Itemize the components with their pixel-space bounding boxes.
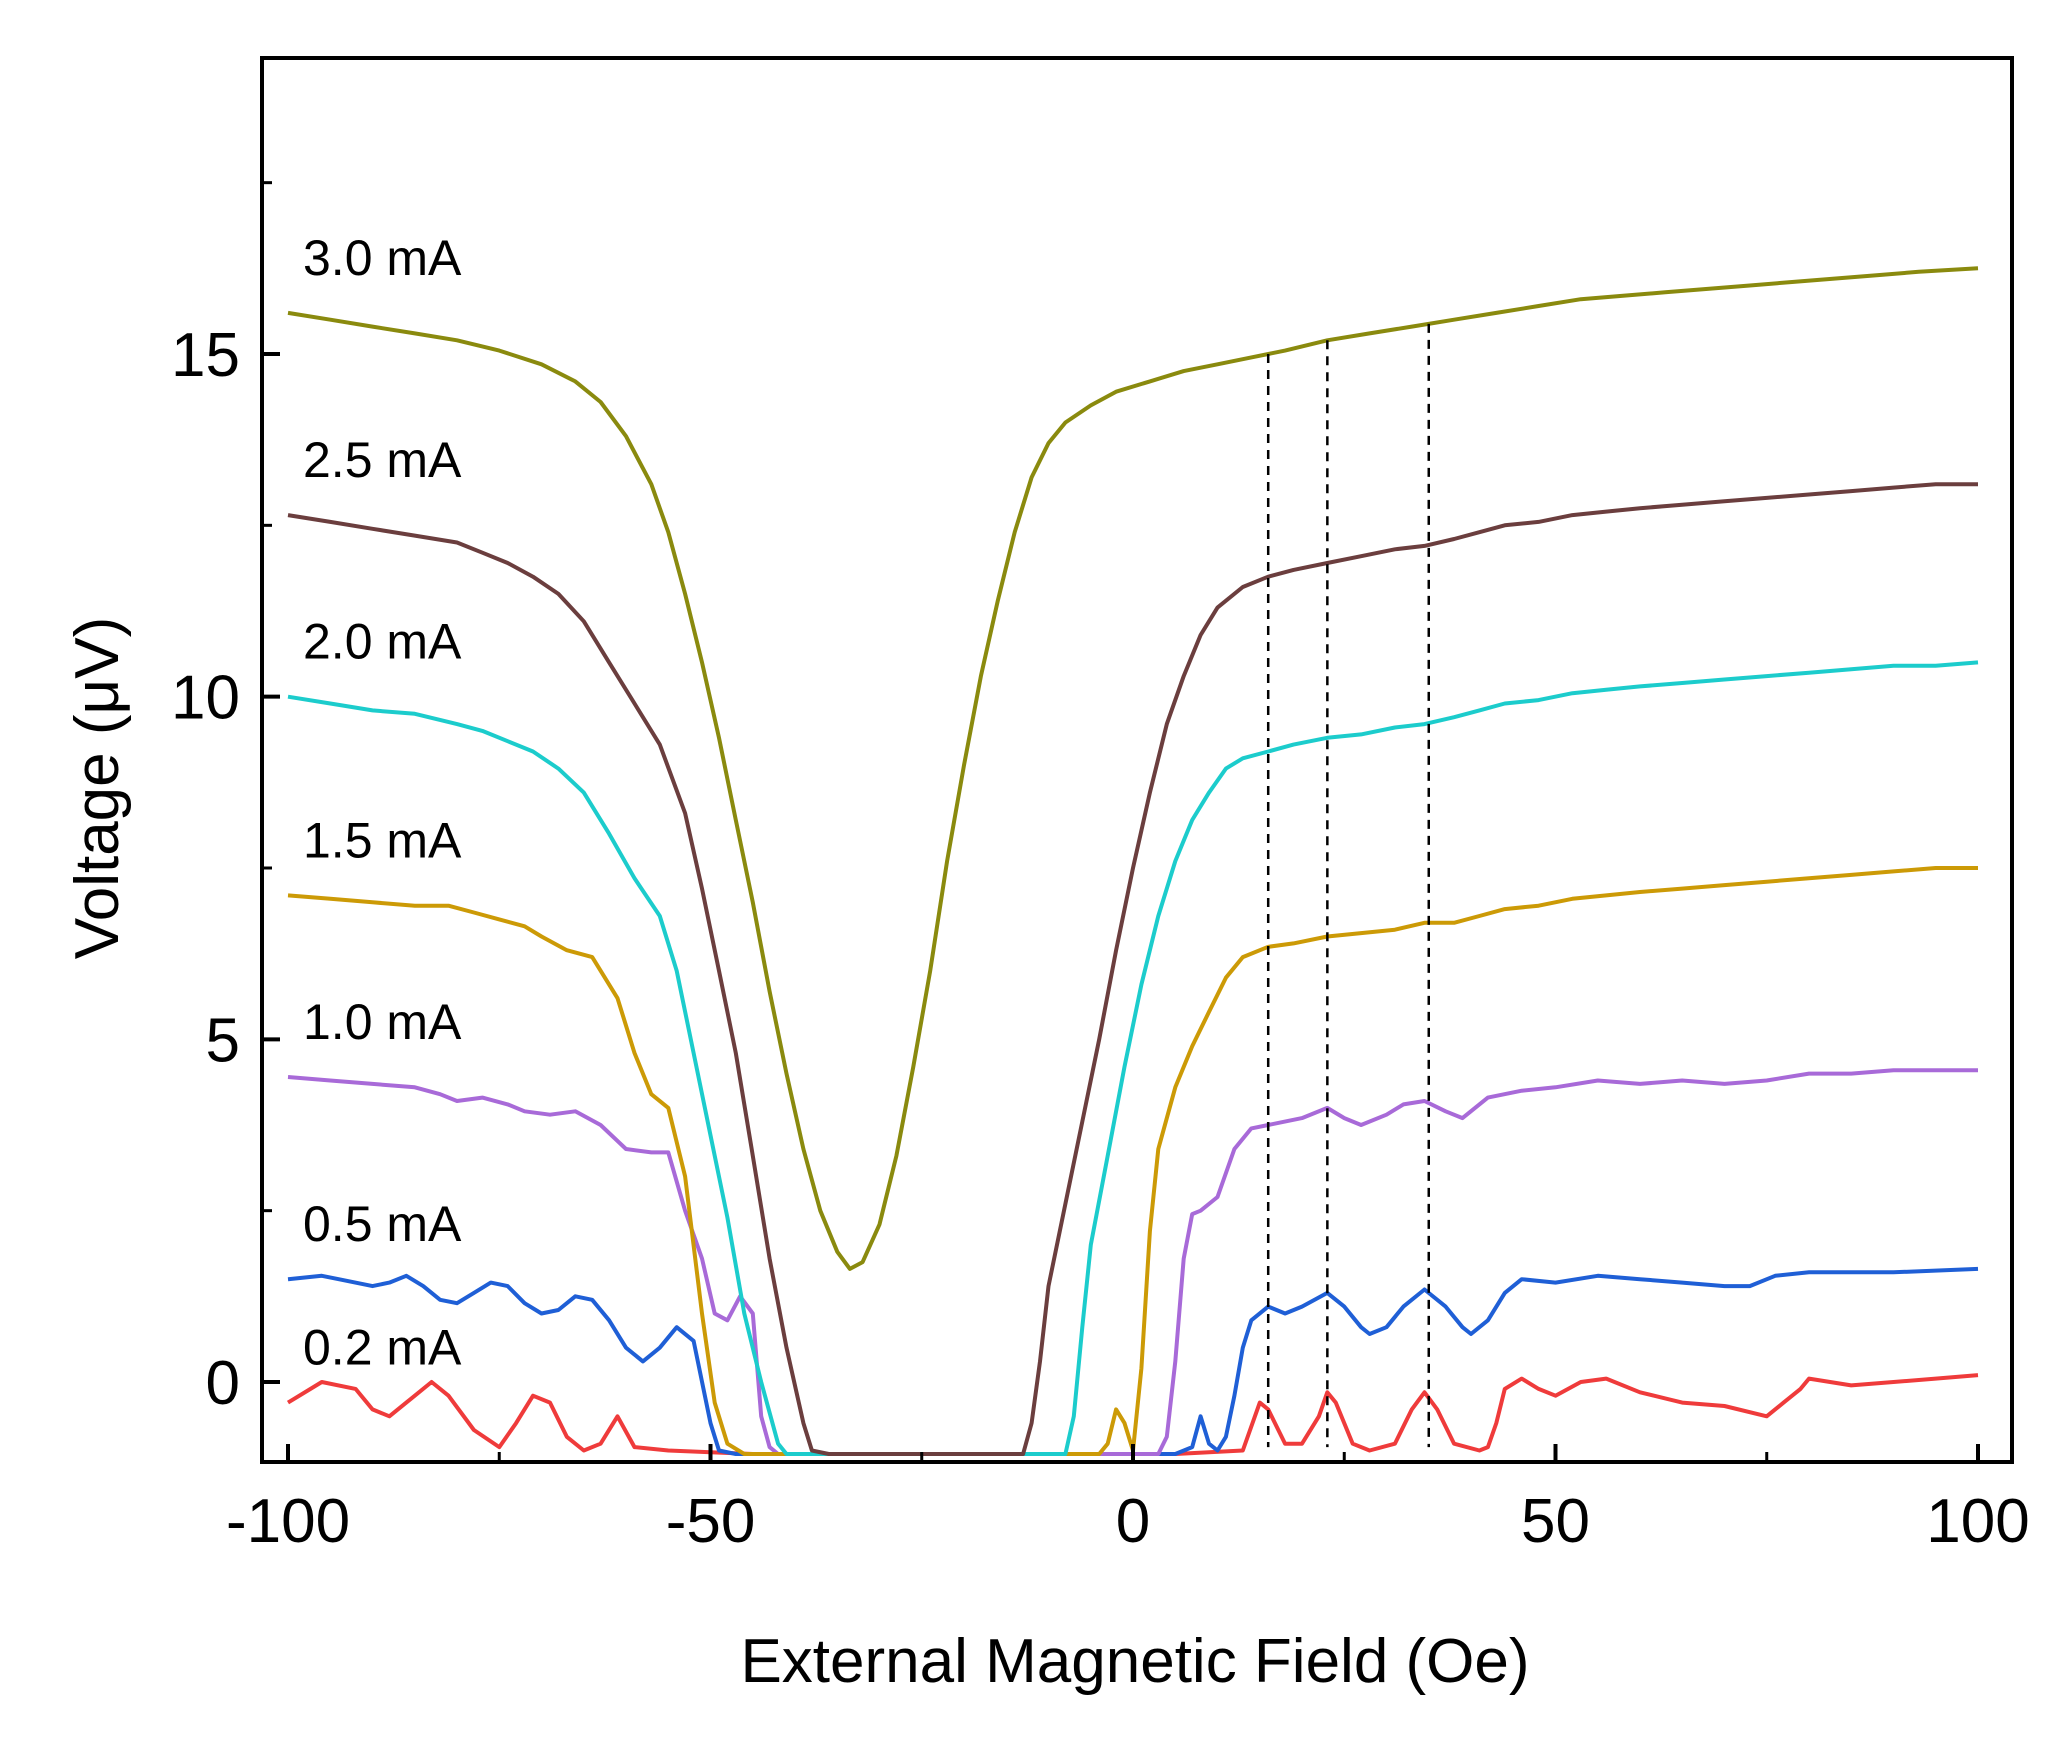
y-tick-label: 0 xyxy=(206,1349,240,1418)
x-tick-label: 50 xyxy=(1521,1487,1590,1556)
x-axis-title: External Magnetic Field (Oe) xyxy=(740,1627,1529,1696)
series-label: 0.5 mA xyxy=(303,1196,462,1252)
series-line-3-0-ma xyxy=(287,266,1979,1271)
series-line-2-0-ma xyxy=(287,660,1979,1456)
series-label: 2.0 mA xyxy=(303,614,462,670)
axis-ticks: -100 -50 0 50 100 0 5 10 15 xyxy=(171,181,2030,1556)
reference-lines xyxy=(1266,323,1430,1448)
series-line-2-5-ma xyxy=(287,482,1978,1456)
series-label: 0.2 mA xyxy=(303,1320,462,1376)
y-axis-title: Voltage (μV) xyxy=(63,617,132,959)
y-tick-label: 5 xyxy=(206,1006,240,1075)
y-tick-label: 10 xyxy=(171,664,240,733)
series-line-1-0-ma xyxy=(287,1068,1978,1456)
series-label: 1.5 mA xyxy=(303,812,462,868)
x-tick-label: 0 xyxy=(1116,1487,1150,1556)
x-tick-label: -100 xyxy=(226,1487,350,1556)
x-tick-label: 100 xyxy=(1926,1487,2029,1556)
series-line-0-2-ma xyxy=(286,1373,1979,1456)
series-curves xyxy=(286,266,1979,1456)
plot-frame xyxy=(260,56,2014,1464)
x-tick-label: -50 xyxy=(666,1487,756,1556)
series-labels: 0.2 mA 0.5 mA 1.0 mA 1.5 mA 2.0 mA 2.5 mA 3.0 … xyxy=(303,230,462,1376)
series-line-1-5-ma xyxy=(287,866,1978,1456)
y-tick-label: 15 xyxy=(171,321,240,390)
series-label: 3.0 mA xyxy=(303,230,462,286)
series-line-0-5-ma xyxy=(287,1266,1979,1456)
series-label: 2.5 mA xyxy=(303,432,462,488)
series-label: 1.0 mA xyxy=(303,994,462,1050)
